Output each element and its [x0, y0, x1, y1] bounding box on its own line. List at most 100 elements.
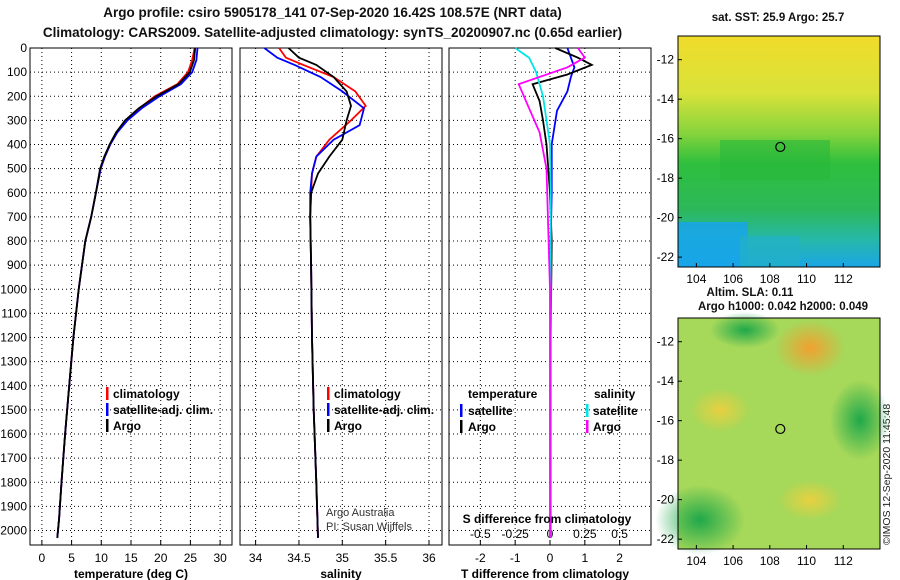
map-y-tick-label: -16: [657, 132, 675, 146]
legend-swatch-climatology: [327, 387, 330, 400]
x-tick-label: 5: [68, 551, 75, 565]
legend-label-t-argo: Argo: [468, 420, 496, 434]
legend-title-salinity: salinity: [594, 387, 636, 401]
series-argo: [287, 47, 352, 538]
legend-label-t-satellite: satellite: [468, 404, 513, 418]
sla-low-anomaly: [710, 312, 780, 348]
depth-tick-label: 500: [7, 162, 27, 176]
sla-map: [655, 312, 890, 555]
legend-swatch-argo: [327, 419, 330, 432]
depth-tick-label: 1200: [0, 331, 27, 345]
x-tick-label: 15: [124, 551, 138, 565]
legend-label-argo: Argo: [113, 419, 141, 433]
legend-label-climatology: climatology: [334, 387, 401, 401]
legend-swatch-climatology: [106, 387, 109, 400]
x-tick-label: 10: [95, 551, 109, 565]
map-x-tick-label: 108: [760, 554, 780, 568]
difference-legend: temperature salinity satellite Argo sate…: [460, 387, 638, 434]
argo-owner-note: Argo Australia: [326, 507, 395, 519]
depth-tick-label: 1900: [0, 499, 27, 513]
sla-map-subtitle: Argo h1000: 0.042 h2000: 0.049: [697, 301, 869, 313]
header-line1: Argo profile: csiro 5905178_141 07-Sep-2…: [103, 5, 562, 20]
series-s-satellite: [514, 47, 552, 538]
map-y-tick-label: -14: [657, 374, 675, 388]
series-layer: [56, 47, 594, 538]
series-s-argo: [517, 47, 587, 538]
x-tick-label: 30: [213, 551, 227, 565]
x-tick-label: 0: [39, 551, 46, 565]
argo-location-marker: [775, 423, 786, 435]
legend-swatch-argo: [106, 419, 109, 432]
map-y-tick-label: -18: [657, 171, 675, 185]
map-y-tick-label: -16: [657, 414, 675, 428]
sla-map-title: Altim. SLA: 0.11: [706, 287, 794, 299]
sst-map-frame: [677, 35, 881, 268]
depth-tick-label: 400: [7, 138, 27, 152]
map-x-tick-label: 112: [834, 554, 853, 568]
sst-green-band: [720, 140, 830, 180]
map-x-tick-label: 104: [686, 272, 706, 286]
depth-tick-label: 1300: [0, 355, 27, 369]
map-y-tick-label: -20: [657, 211, 675, 225]
map-y-tick-label: -14: [657, 92, 675, 106]
depth-tick-label: 1700: [0, 451, 27, 465]
legend-swatch-satellite: [327, 403, 330, 416]
sst-cool-patch: [678, 222, 748, 267]
depth-tick-label: 1400: [0, 379, 27, 393]
depth-tick-label: 600: [7, 186, 27, 200]
depth-tick-label: 100: [7, 65, 27, 79]
sla-high-anomaly: [775, 320, 845, 376]
argo-pi-note: PI: Susan Wijffels: [326, 521, 412, 533]
sst-map-title: sat. SST: 25.9 Argo: 25.7: [711, 12, 845, 24]
map-y-tick-label: -12: [657, 335, 675, 349]
map-x-tick-label: 108: [760, 272, 780, 286]
depth-tick-label: 900: [7, 258, 27, 272]
x-tick-label: 34.5: [287, 551, 311, 565]
header-line2: Climatology: CARS2009. Satellite-adjuste…: [42, 25, 623, 40]
legend-label-satellite: satellite-adj. clim.: [113, 403, 213, 417]
temperature-legend: climatology satellite-adj. clim. Argo: [106, 387, 213, 433]
grid-layer: [30, 47, 651, 545]
x-tick-label: 35: [336, 551, 350, 565]
x-tick-label: 20: [154, 551, 168, 565]
legend-label-argo: Argo: [334, 419, 362, 433]
salinity-panel-frame: [239, 47, 443, 546]
series-climatology: [278, 47, 367, 538]
legend-swatch-s-satellite: [586, 404, 589, 417]
depth-axis-labels: 0 100 200 300 400 500 600 700 800 900 1000 1100 1200…: [0, 41, 27, 538]
legend-title-temperature: temperature: [468, 387, 538, 401]
legend-swatch-satellite: [106, 403, 109, 416]
map-x-tick-label: 110: [797, 272, 816, 286]
x-tick-label: -1: [510, 551, 521, 565]
map-x-tick-label: 104: [686, 554, 706, 568]
depth-tick-label: 2000: [0, 524, 27, 538]
depth-tick-label: 1100: [1, 306, 27, 320]
sla-low-anomaly: [830, 380, 890, 460]
x-tick-label: 2: [616, 551, 623, 565]
legend-label-s-satellite: satellite: [593, 404, 638, 418]
legend-swatch-s-argo: [586, 420, 589, 433]
x-tick-label: 36: [422, 551, 436, 565]
series-t-argo: [531, 47, 594, 538]
legend-label-climatology: climatology: [113, 387, 180, 401]
map-x-tick-label: 106: [723, 272, 743, 286]
x-tick-label: -2: [475, 551, 486, 565]
depth-tick-label: 1800: [0, 475, 27, 489]
legend-swatch-t-argo: [460, 420, 463, 433]
s-difference-tick-label: -0.5: [470, 527, 491, 541]
map-y-tick-label: -12: [657, 53, 675, 67]
depth-tick-label: 200: [7, 89, 27, 103]
sla-mid-anomaly: [690, 388, 750, 432]
s-difference-xlabel: S difference from climatology: [463, 512, 632, 526]
map-x-tick-label: 110: [797, 554, 816, 568]
map-x-tick-label: 112: [834, 272, 853, 286]
legend-label-satellite: satellite-adj. clim.: [334, 403, 434, 417]
salinity-legend: climatology satellite-adj. clim. Argo Ar…: [326, 387, 434, 533]
depth-tick-label: 700: [7, 210, 27, 224]
map-axes: 104 106 108 110 112 -12 -14 -16 -18 -20 -22 104 106 1…: [657, 53, 854, 568]
depth-tick-label: 0: [20, 41, 27, 55]
x-tick-label: 0: [547, 551, 554, 565]
map-y-tick-label: -18: [657, 453, 675, 467]
x-tick-label: 34: [249, 551, 263, 565]
